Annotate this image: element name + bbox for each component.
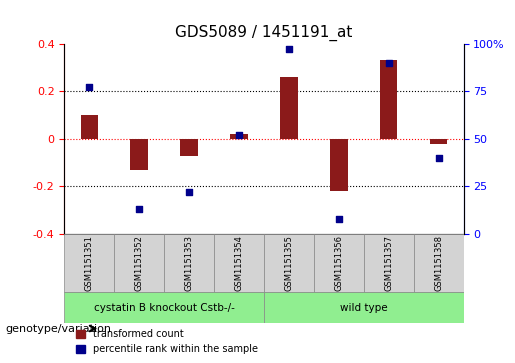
Text: wild type: wild type: [340, 302, 387, 313]
Bar: [230, 134, 248, 139]
FancyBboxPatch shape: [114, 234, 164, 292]
Text: GSM1151355: GSM1151355: [284, 235, 294, 291]
FancyBboxPatch shape: [164, 234, 214, 292]
Text: GSM1151354: GSM1151354: [234, 235, 244, 291]
FancyBboxPatch shape: [264, 234, 314, 292]
Text: GSM1151358: GSM1151358: [434, 235, 443, 291]
FancyBboxPatch shape: [264, 292, 464, 323]
FancyBboxPatch shape: [64, 292, 264, 323]
Point: [235, 132, 243, 138]
Text: GSM1151351: GSM1151351: [85, 235, 94, 291]
FancyBboxPatch shape: [214, 234, 264, 292]
Point: [135, 207, 143, 212]
Point: [285, 46, 293, 52]
Text: GSM1151356: GSM1151356: [334, 235, 344, 291]
Point: [385, 60, 393, 65]
Text: genotype/variation: genotype/variation: [5, 323, 111, 334]
Title: GDS5089 / 1451191_at: GDS5089 / 1451191_at: [175, 25, 353, 41]
Text: GSM1151353: GSM1151353: [184, 235, 194, 291]
Bar: [130, 139, 148, 170]
Bar: [280, 77, 298, 139]
Text: GSM1151352: GSM1151352: [135, 235, 144, 291]
Text: cystatin B knockout Cstb-/-: cystatin B knockout Cstb-/-: [94, 302, 235, 313]
Point: [335, 216, 343, 222]
Bar: [180, 139, 198, 155]
Bar: [430, 139, 448, 144]
FancyBboxPatch shape: [414, 234, 464, 292]
Bar: [330, 139, 348, 191]
FancyBboxPatch shape: [64, 234, 114, 292]
Bar: [380, 60, 398, 139]
Text: GSM1151357: GSM1151357: [384, 235, 393, 291]
FancyBboxPatch shape: [364, 234, 414, 292]
Bar: [80, 115, 98, 139]
Point: [185, 189, 193, 195]
Point: [435, 155, 443, 161]
FancyBboxPatch shape: [314, 234, 364, 292]
Point: [85, 85, 93, 90]
Legend: transformed count, percentile rank within the sample: transformed count, percentile rank withi…: [72, 326, 262, 358]
